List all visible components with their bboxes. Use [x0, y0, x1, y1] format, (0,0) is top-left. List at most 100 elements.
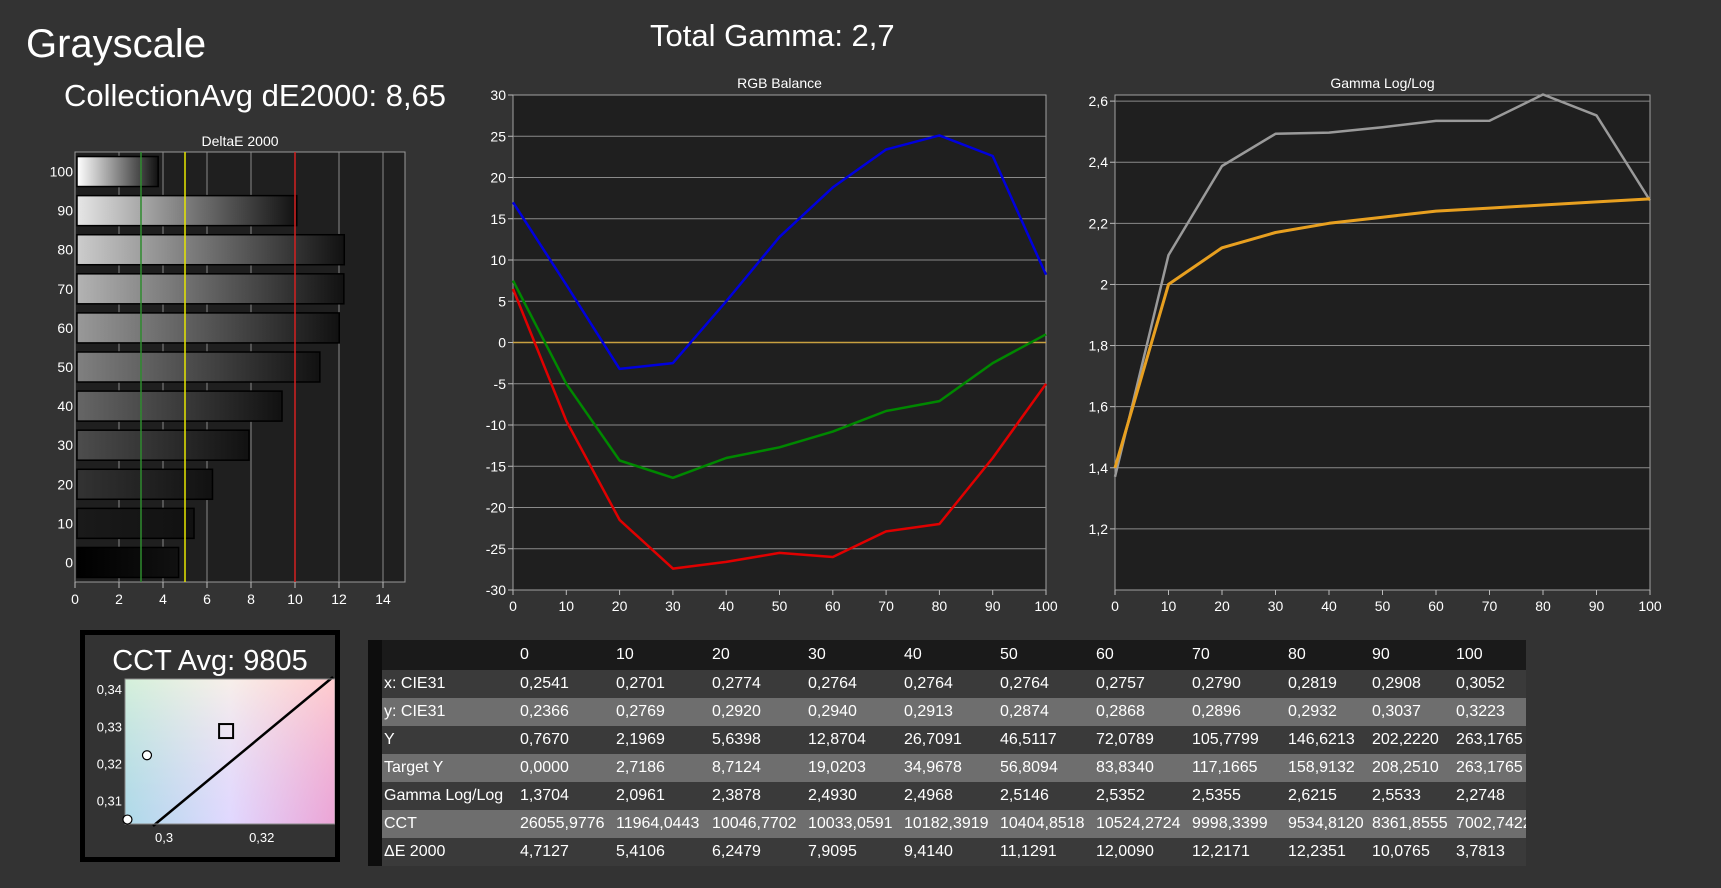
- deltae-bar: [76, 273, 345, 305]
- table-cell: 208,2510: [1370, 754, 1454, 782]
- rgb-y-tick-label: -15: [486, 458, 506, 474]
- table-cell: 70: [1190, 640, 1286, 670]
- table-cell: 0,3037: [1370, 698, 1454, 726]
- row-marker: [368, 754, 382, 782]
- table-row: ΔE 2000 4,7127 5,4106 6,2479 7,9095 9,4140 11,…: [368, 838, 1526, 866]
- gamma-series-line: [1113, 93, 1652, 478]
- table-cell: 0,2774: [710, 670, 806, 698]
- rgb-title: RGB Balance: [737, 75, 822, 91]
- table-cell: 30: [806, 640, 902, 670]
- table-cell: 7,9095: [806, 838, 902, 866]
- deltae-bar: [76, 312, 340, 344]
- gamma-x-tick-label: 70: [1482, 598, 1498, 614]
- table-cell: 11,1291: [998, 838, 1094, 866]
- table-cell: 0,2819: [1286, 670, 1370, 698]
- table-cell: 8,7124: [710, 754, 806, 782]
- deltae-y-label: 50: [57, 359, 73, 375]
- deltae-x-tick-label: 14: [375, 591, 391, 607]
- gamma-y-tick-label: 2,2: [1089, 215, 1109, 231]
- row-label: Y: [382, 726, 518, 754]
- row-marker: [368, 782, 382, 810]
- deltae-x-tick-label: 12: [331, 591, 347, 607]
- table-cell: 6,2479: [710, 838, 806, 866]
- table-cell: 72,0789: [1094, 726, 1190, 754]
- row-label: CCT: [382, 810, 518, 838]
- row-label: x: CIE31: [382, 670, 518, 698]
- table-cell: 10046,7702: [710, 810, 806, 838]
- gamma-title: Gamma Log/Log: [1330, 75, 1434, 91]
- deltae-y-label: 30: [57, 437, 73, 453]
- table-cell: 56,8094: [998, 754, 1094, 782]
- table-cell: 2,0961: [614, 782, 710, 810]
- table-cell: 12,2171: [1190, 838, 1286, 866]
- deltae-y-label: 60: [57, 320, 73, 336]
- table-cell: 9534,8120: [1286, 810, 1370, 838]
- table-cell: 90: [1370, 640, 1454, 670]
- deltae-y-label: 100: [50, 164, 74, 180]
- table-cell: 0,2757: [1094, 670, 1190, 698]
- table-cell: 0,2764: [806, 670, 902, 698]
- deltae-x-tick-label: 2: [115, 591, 123, 607]
- deltae-x-tick-label: 6: [203, 591, 211, 607]
- rgb-x-tick-label: 10: [559, 598, 575, 614]
- table-cell: 10: [614, 640, 710, 670]
- table-cell: 3,7813: [1454, 838, 1526, 866]
- rgb-x-tick-label: 70: [878, 598, 894, 614]
- table-cell: 5,4106: [614, 838, 710, 866]
- table-cell: 83,8340: [1094, 754, 1190, 782]
- rgb-y-tick-label: -25: [486, 541, 506, 557]
- table-cell: 0,2366: [518, 698, 614, 726]
- cct-chromaticity-chart: 0,34 0,33 0,32 0,31 0,3 0,32: [97, 676, 335, 845]
- cct-y-tick-label: 0,34: [97, 682, 122, 697]
- table-cell: 0,3052: [1454, 670, 1526, 698]
- total-gamma: Total Gamma: 2,7: [650, 18, 895, 53]
- table-cell: 158,9132: [1286, 754, 1370, 782]
- deltae-y-label: 70: [57, 281, 73, 297]
- rgb-y-tick-label: -10: [486, 417, 506, 433]
- table-row: Gamma Log/Log 1,3704 2,0961 2,3878 2,4930 2,4…: [368, 782, 1526, 810]
- table-cell: 0,0000: [518, 754, 614, 782]
- table-cell: 0,2868: [1094, 698, 1190, 726]
- table-cell: 0,2764: [998, 670, 1094, 698]
- deltae-bar: [76, 155, 159, 188]
- rgb-y-tick-label: -20: [486, 500, 506, 516]
- table-cell: 0,2701: [614, 670, 710, 698]
- deltae-y-label: 0: [65, 554, 73, 570]
- table-cell: 10524,2724: [1094, 810, 1190, 838]
- measurement-table: 0 10 20 30 40 50 60 70 80 90 100 x: CIE31 0,2541 0,27…: [368, 640, 1526, 866]
- cct-y-tick-label: 0,31: [97, 794, 122, 809]
- table-row: Y 0,7670 2,1969 5,6398 12,8704 26,7091 46,5117…: [368, 726, 1526, 754]
- table-cell: 26055,9776: [518, 810, 614, 838]
- table-cell: 10404,8518: [998, 810, 1094, 838]
- row-label: ΔE 2000: [382, 838, 518, 866]
- table-cell: 20: [710, 640, 806, 670]
- row-marker: [368, 698, 382, 726]
- table-header-row: 0 10 20 30 40 50 60 70 80 90 100: [368, 640, 1526, 670]
- rgb-y-tick-label: 0: [498, 335, 506, 351]
- table-cell: 12,8704: [806, 726, 902, 754]
- gamma-plot-area: [1114, 94, 1651, 591]
- deltae-bar: [76, 507, 195, 540]
- deltae-x-tick-label: 8: [247, 591, 255, 607]
- rgb-x-tick-label: 90: [985, 598, 1001, 614]
- table-cell: 26,7091: [902, 726, 998, 754]
- cct-measured-point: [141, 750, 153, 761]
- rgb-x-tick-label: 40: [718, 598, 734, 614]
- gamma-x-tick-label: 50: [1375, 598, 1391, 614]
- deltae-y-label: 20: [57, 476, 73, 492]
- rgb-x-tick-label: 0: [509, 598, 517, 614]
- table-row: x: CIE31 0,2541 0,2701 0,2774 0,2764 0,2764 0,…: [368, 670, 1526, 698]
- table-cell: 60: [1094, 640, 1190, 670]
- rgb-x-tick-label: 20: [612, 598, 628, 614]
- table-cell: 0,2908: [1370, 670, 1454, 698]
- gamma-x-tick-label: 30: [1268, 598, 1284, 614]
- cct-plot-frame: [124, 678, 335, 825]
- table-cell: 2,4930: [806, 782, 902, 810]
- rgb-y-tick-label: 30: [490, 87, 506, 103]
- rgb-x-tick-label: 100: [1034, 598, 1058, 614]
- table-cell: 0,2932: [1286, 698, 1370, 726]
- deltae-y-label: 10: [57, 515, 73, 531]
- cct-x-tick-label: 0,3: [155, 830, 173, 845]
- gamma-x-tick-label: 40: [1321, 598, 1337, 614]
- table-cell: 105,7799: [1190, 726, 1286, 754]
